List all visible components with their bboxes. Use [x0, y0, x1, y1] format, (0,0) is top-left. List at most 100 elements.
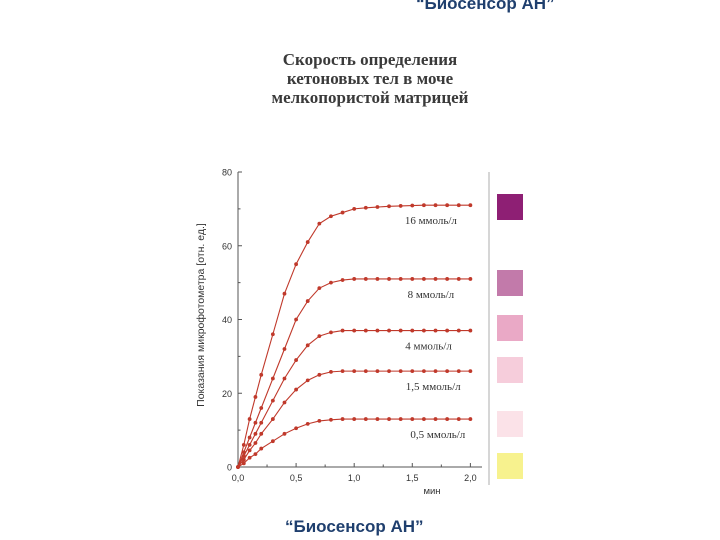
data-point — [305, 299, 310, 303]
data-point — [363, 417, 368, 421]
data-point — [433, 203, 438, 208]
data-point — [398, 328, 403, 333]
data-point — [259, 446, 264, 451]
data-point — [270, 417, 275, 421]
data-point — [456, 417, 461, 421]
data-point — [305, 343, 310, 348]
data-point — [398, 204, 403, 208]
series-label: 1,5 ммоль/л — [406, 381, 461, 393]
data-point — [387, 417, 391, 421]
y-tick-label: 60 — [222, 241, 232, 251]
data-point — [305, 378, 310, 383]
data-point — [329, 330, 333, 335]
color-scale — [488, 172, 523, 485]
data-point — [259, 372, 264, 377]
data-point — [387, 277, 391, 281]
data-point — [340, 210, 345, 215]
data-point — [410, 417, 415, 421]
data-point — [294, 426, 298, 431]
data-point — [305, 240, 310, 244]
series-label: 4 ммоль/л — [405, 341, 452, 353]
data-point — [317, 221, 322, 226]
data-point — [282, 431, 287, 436]
data-point — [468, 369, 473, 374]
data-point — [387, 328, 391, 333]
y-tick-label: 80 — [222, 168, 232, 178]
data-point — [410, 369, 415, 374]
data-point — [259, 420, 264, 425]
data-point — [445, 417, 450, 421]
x-tick-label: 0,0 — [232, 473, 245, 483]
data-point — [259, 406, 264, 410]
data-point — [468, 328, 473, 333]
x-tick-label: 1,0 — [348, 473, 361, 483]
data-point — [340, 278, 345, 282]
data-point — [352, 417, 357, 421]
data-point — [270, 376, 275, 381]
data-point — [247, 448, 252, 453]
data-point — [456, 203, 461, 208]
data-point — [241, 442, 246, 447]
bottom-caption: “Биосенсор АН” — [285, 517, 424, 536]
data-point — [410, 328, 415, 333]
y-axis-label: Показания микрофотометра [отн. ед.] — [195, 223, 207, 407]
top-caption: “Биосенсор АН” — [416, 0, 555, 13]
data-point — [456, 277, 461, 281]
data-point — [456, 369, 461, 374]
data-point — [247, 455, 252, 460]
data-point — [282, 347, 287, 351]
data-point — [259, 431, 264, 436]
data-point — [340, 328, 345, 333]
color-swatch — [497, 453, 523, 479]
data-point — [294, 387, 298, 392]
data-point — [445, 328, 450, 333]
data-point — [329, 369, 333, 374]
data-point — [270, 332, 275, 337]
data-point — [270, 439, 275, 444]
data-point — [375, 277, 380, 281]
data-point — [317, 286, 322, 291]
data-point — [270, 398, 275, 403]
data-point — [363, 328, 368, 333]
data-point — [317, 334, 322, 338]
data-point — [387, 204, 391, 209]
color-swatch — [497, 270, 523, 296]
data-point — [352, 277, 357, 281]
data-point — [236, 465, 240, 469]
data-point — [282, 291, 287, 296]
data-point — [352, 206, 357, 211]
color-swatch — [497, 357, 523, 383]
y-tick-label: 40 — [222, 315, 232, 325]
series-label: 16 ммоль/л — [405, 215, 458, 227]
data-point — [253, 452, 258, 456]
data-point — [253, 441, 258, 445]
data-point — [294, 262, 298, 267]
data-point — [352, 328, 357, 333]
data-point — [422, 277, 426, 281]
data-point — [375, 205, 380, 209]
data-point — [317, 419, 322, 423]
data-point — [241, 461, 246, 466]
data-point — [468, 277, 473, 281]
data-point — [363, 369, 368, 374]
data-point — [352, 369, 357, 374]
data-point — [410, 203, 415, 208]
color-swatch — [497, 315, 523, 341]
color-swatch — [497, 194, 523, 220]
data-point — [253, 431, 258, 436]
y-tick-label: 0 — [227, 463, 232, 473]
data-point — [398, 417, 403, 421]
series-labels: 16 ммоль/л 8 ммоль/л 4 ммоль/л 1,5 ммоль/л 0… — [405, 215, 466, 441]
data-point — [445, 203, 450, 208]
data-point — [375, 417, 380, 421]
data-point — [433, 417, 438, 421]
data-point — [329, 214, 333, 219]
data-point — [456, 328, 461, 333]
data-point — [445, 277, 450, 281]
y-tick-label: 20 — [222, 389, 232, 399]
series-label: 0,5 ммоль/л — [410, 429, 465, 441]
data-point — [398, 277, 403, 281]
data-point — [282, 400, 287, 405]
chart-title: Скорость определения кетоновых тел в моч… — [230, 50, 510, 107]
